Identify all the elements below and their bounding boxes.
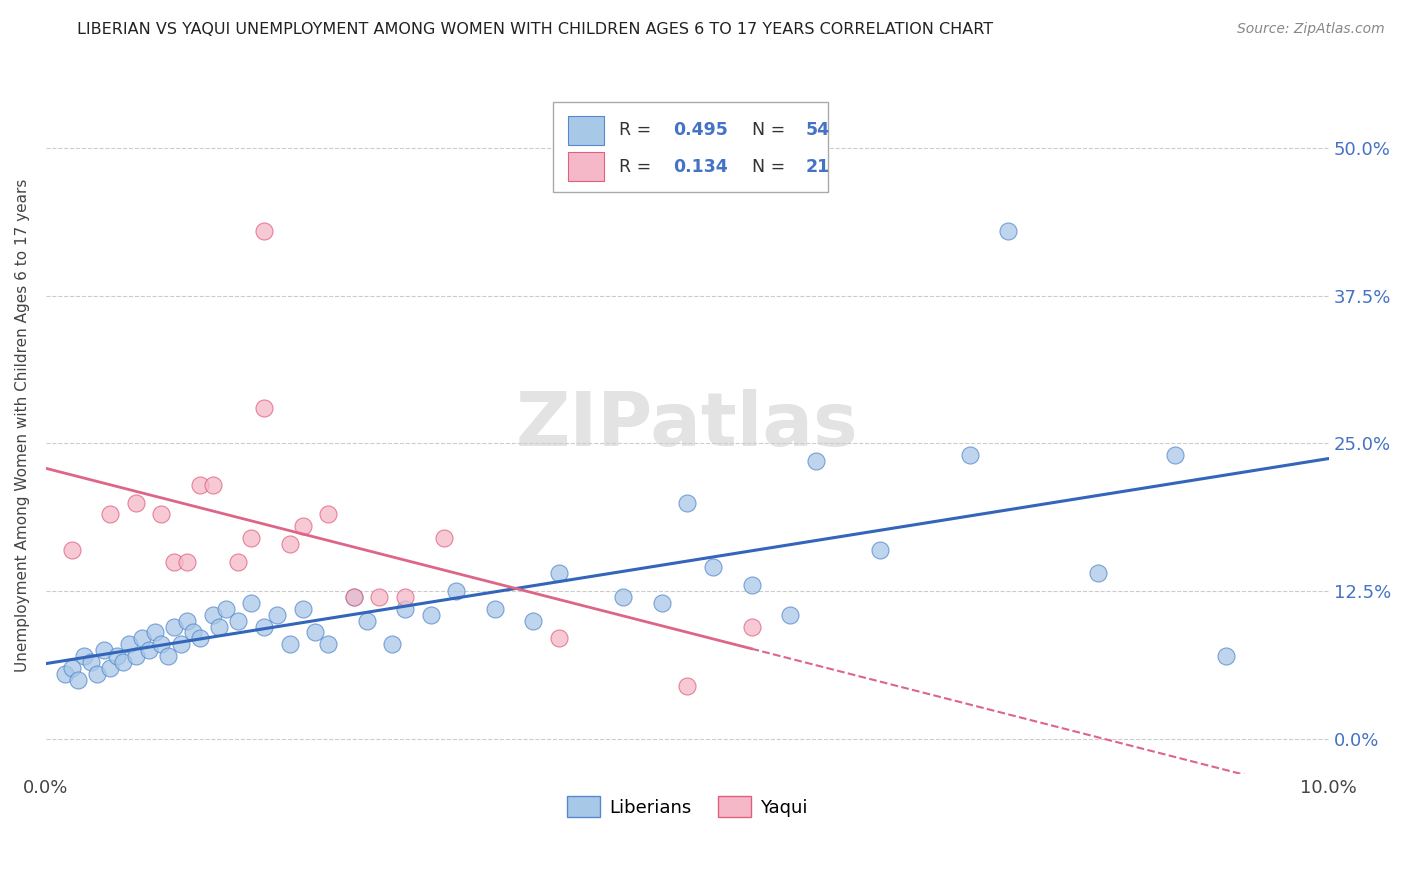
Point	[183, 625, 205, 640]
Point	[676, 679, 699, 693]
Point	[131, 632, 153, 646]
Point	[80, 655, 103, 669]
Point	[278, 637, 301, 651]
Point	[228, 555, 250, 569]
Point	[522, 614, 544, 628]
Point	[446, 584, 468, 599]
Point	[278, 537, 301, 551]
Text: LIBERIAN VS YAQUI UNEMPLOYMENT AMONG WOMEN WITH CHILDREN AGES 6 TO 17 YEARS CORR: LIBERIAN VS YAQUI UNEMPLOYMENT AMONG WOM…	[77, 22, 994, 37]
Point	[1215, 648, 1237, 663]
Text: 54: 54	[806, 121, 830, 139]
Point	[143, 625, 166, 640]
Point	[997, 224, 1019, 238]
Point	[356, 614, 378, 628]
Point	[869, 542, 891, 557]
Point	[125, 495, 148, 509]
Point	[150, 508, 173, 522]
Bar	[568, 152, 605, 181]
Point	[291, 519, 314, 533]
Y-axis label: Unemployment Among Women with Children Ages 6 to 17 years: Unemployment Among Women with Children A…	[15, 179, 30, 673]
Point	[612, 590, 634, 604]
Point	[60, 542, 83, 557]
Point	[343, 590, 366, 604]
Point	[125, 648, 148, 663]
Point	[60, 661, 83, 675]
Point	[228, 614, 250, 628]
Legend: Liberians, Yaqui: Liberians, Yaqui	[560, 789, 814, 824]
Text: Source: ZipAtlas.com: Source: ZipAtlas.com	[1237, 22, 1385, 37]
Point	[188, 478, 211, 492]
Point	[741, 578, 763, 592]
Text: ZIPatlas: ZIPatlas	[516, 389, 859, 462]
Point	[433, 531, 456, 545]
Point	[188, 632, 211, 646]
Point	[240, 531, 263, 545]
Point	[53, 666, 76, 681]
Point	[253, 401, 276, 415]
Point	[240, 596, 263, 610]
Point	[176, 614, 198, 628]
Point	[138, 643, 160, 657]
Bar	[568, 116, 605, 145]
Point	[93, 643, 115, 657]
Point	[208, 619, 231, 633]
Point	[86, 666, 108, 681]
Point	[253, 224, 276, 238]
Point	[253, 619, 276, 633]
Point	[105, 648, 128, 663]
Point	[214, 602, 236, 616]
Point	[651, 596, 673, 610]
Point	[1164, 448, 1187, 462]
Point	[316, 637, 339, 651]
Point	[73, 648, 96, 663]
Point	[201, 607, 224, 622]
Text: 0.495: 0.495	[673, 121, 728, 139]
Text: 21: 21	[806, 158, 830, 176]
Point	[98, 508, 121, 522]
Point	[959, 448, 981, 462]
Point	[394, 602, 416, 616]
Point	[548, 566, 571, 581]
Point	[548, 632, 571, 646]
Point	[118, 637, 141, 651]
Point	[169, 637, 191, 651]
Point	[419, 607, 441, 622]
Point	[676, 495, 699, 509]
Text: N =: N =	[741, 121, 792, 139]
Point	[343, 590, 366, 604]
Point	[201, 478, 224, 492]
Point	[741, 619, 763, 633]
Text: R =: R =	[620, 121, 657, 139]
Point	[381, 637, 404, 651]
Text: N =: N =	[741, 158, 792, 176]
Point	[266, 607, 288, 622]
Point	[702, 560, 724, 574]
Point	[394, 590, 416, 604]
Point	[163, 555, 186, 569]
Point	[150, 637, 173, 651]
Point	[804, 454, 827, 468]
Text: 0.134: 0.134	[673, 158, 728, 176]
Point	[176, 555, 198, 569]
Point	[304, 625, 326, 640]
Point	[1087, 566, 1109, 581]
Point	[779, 607, 801, 622]
Point	[484, 602, 506, 616]
Point	[291, 602, 314, 616]
Point	[67, 673, 90, 687]
Point	[316, 508, 339, 522]
Point	[98, 661, 121, 675]
Point	[111, 655, 134, 669]
Point	[163, 619, 186, 633]
Text: R =: R =	[620, 158, 657, 176]
Point	[368, 590, 391, 604]
Bar	[553, 102, 828, 193]
Point	[156, 648, 179, 663]
